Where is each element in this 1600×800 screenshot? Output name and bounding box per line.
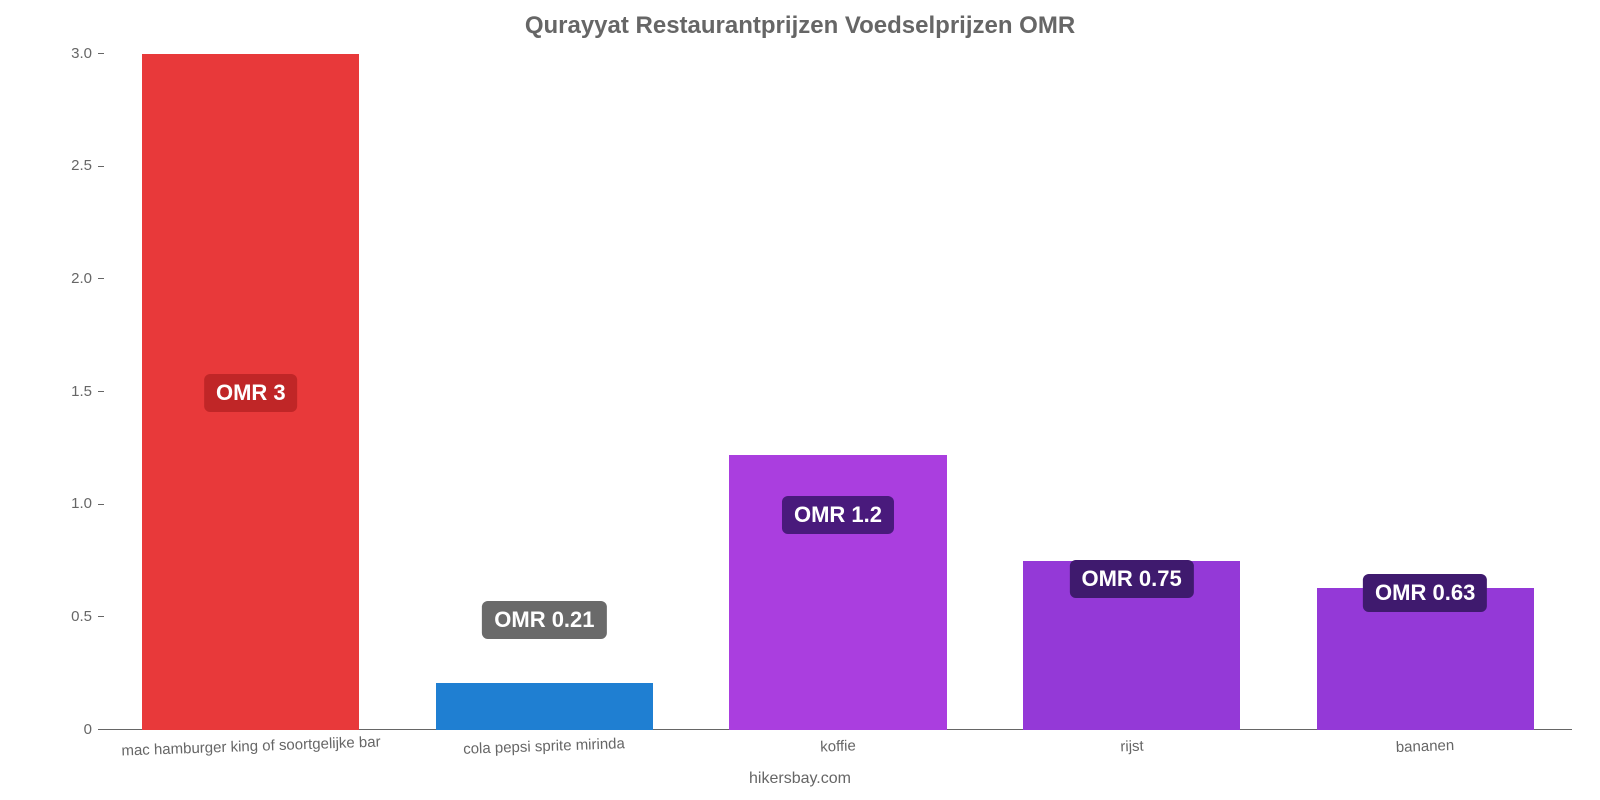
x-tick-label: bananen (1396, 737, 1455, 756)
y-tick-label: 1.0 (32, 495, 92, 512)
y-tick-label: 2.5 (32, 157, 92, 174)
bar (436, 683, 653, 730)
bar-slot: OMR 1.2koffie (691, 54, 985, 730)
x-tick-label: mac hamburger king of soortgelijke bar (121, 733, 381, 759)
chart-title: Qurayyat Restaurantprijzen Voedselprijze… (0, 0, 1600, 40)
bar-value-label: OMR 0.75 (1069, 560, 1193, 598)
price-bar-chart: Qurayyat Restaurantprijzen Voedselprijze… (0, 0, 1600, 800)
bar-value-label: OMR 0.21 (482, 601, 606, 639)
bar-slot: OMR 3mac hamburger king of soortgelijke … (104, 54, 398, 730)
bar-value-label: OMR 3 (204, 374, 298, 412)
plot-area: 00.51.01.52.02.53.0OMR 3mac hamburger ki… (104, 54, 1572, 730)
x-tick-label: koffie (820, 737, 856, 755)
y-tick-label: 2.0 (32, 270, 92, 287)
x-tick-label: rijst (1120, 738, 1144, 756)
bar-value-label: OMR 1.2 (782, 496, 894, 534)
y-tick-label: 1.5 (32, 383, 92, 400)
x-tick-label: cola pepsi sprite mirinda (463, 735, 625, 758)
bar-value-label: OMR 0.63 (1363, 574, 1487, 612)
bar-slot: OMR 0.21cola pepsi sprite mirinda (398, 54, 692, 730)
y-tick-label: 0 (32, 721, 92, 738)
y-tick-label: 0.5 (32, 608, 92, 625)
y-tick-label: 3.0 (32, 45, 92, 62)
bar-slot: OMR 0.63bananen (1278, 54, 1572, 730)
bar-slot: OMR 0.75rijst (985, 54, 1279, 730)
chart-footer: hikersbay.com (0, 770, 1600, 788)
